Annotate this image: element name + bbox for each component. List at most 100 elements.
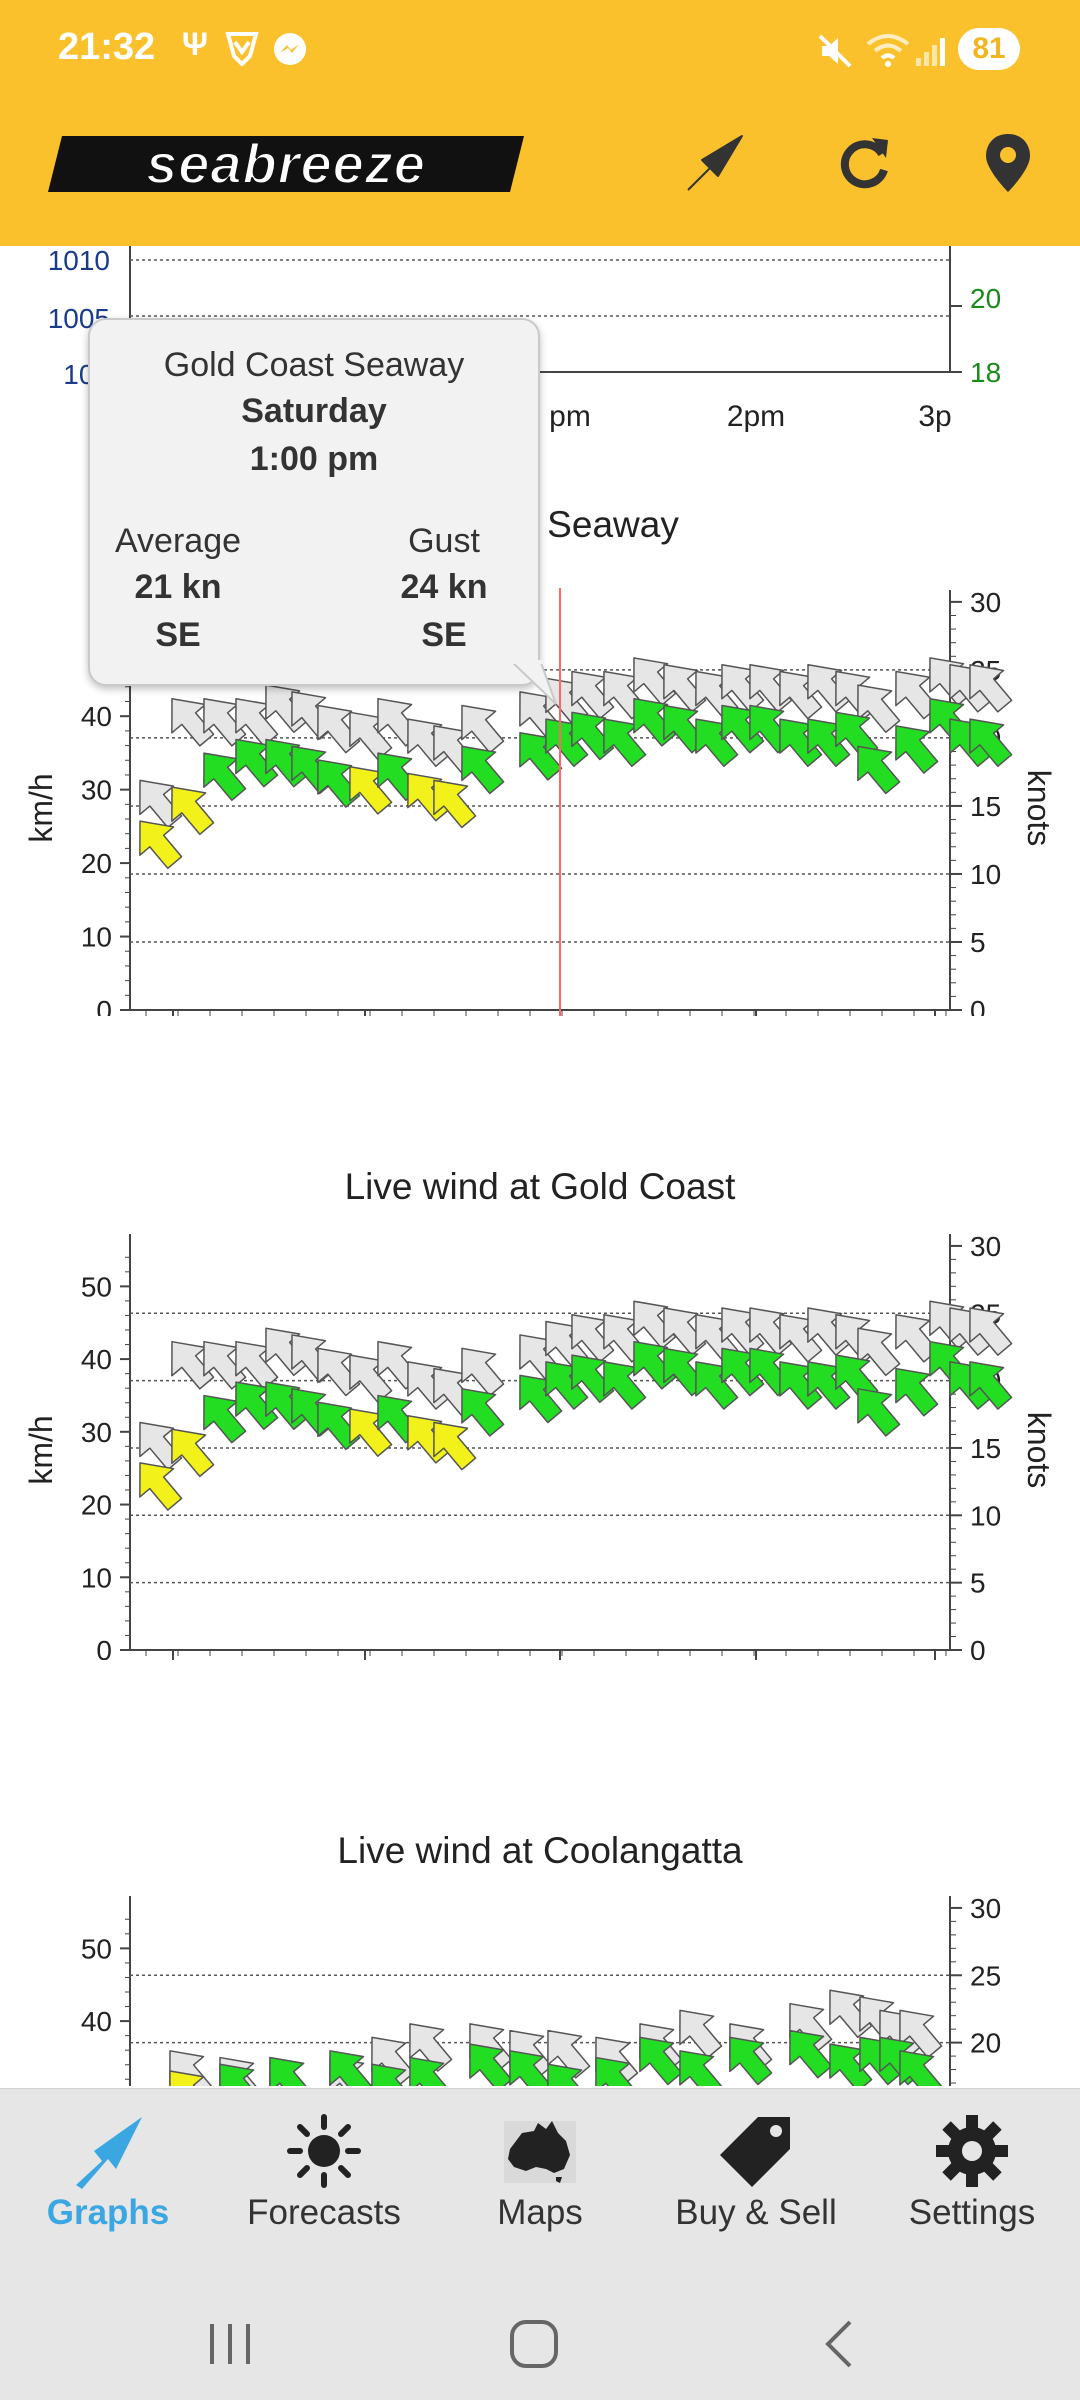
nav-settings[interactable]: Settings (864, 2089, 1080, 2289)
average-arrow (595, 2056, 639, 2086)
average-arrow (895, 725, 939, 774)
nav-buy-sell[interactable]: Buy & Sell (648, 2089, 864, 2289)
y-tick-label: 10 (81, 922, 112, 953)
wifi-icon (866, 34, 910, 67)
average-arrow (461, 745, 505, 795)
average-arrow (857, 1388, 901, 1437)
y-tick-label-right: 10 (970, 859, 1001, 890)
vpn-shield-icon (225, 32, 259, 66)
graphs-scroll-area[interactable]: 1010 1005 100 20 18 pm 2pm 3p ld Coast S… (0, 246, 1080, 2086)
average-arrow (171, 1428, 215, 1478)
location-pin-icon[interactable] (974, 128, 1042, 196)
seabreeze-logo: seabreeze (48, 132, 524, 196)
y-tick-label-right: 30 (970, 1231, 1001, 1262)
gust-arrow (679, 2009, 723, 2059)
y-tick-label: 40 (81, 701, 112, 732)
nav-label: Buy & Sell (675, 2193, 837, 2232)
y-tick-label-right: 5 (970, 927, 986, 958)
back-button[interactable] (810, 2314, 870, 2374)
average-arrow (729, 2036, 773, 2086)
y-tick-label-right: 10 (970, 1500, 1001, 1531)
y-axis-label-right: knots (1021, 1412, 1057, 1488)
average-arrow (895, 1367, 939, 1417)
temperature-tick: 20 (970, 283, 1001, 314)
tooltip-gust-label: Gust (408, 522, 480, 560)
home-button[interactable] (504, 2314, 564, 2374)
tooltip-average-direction: SE (155, 616, 201, 654)
average-arrow (509, 2050, 553, 2086)
y-tick-label: 0 (96, 995, 112, 1016)
average-arrow (639, 2036, 683, 2086)
average-arrow (329, 2050, 373, 2086)
average-arrow (371, 2063, 415, 2086)
mute-icon (818, 34, 852, 68)
y-tick-label-right: 15 (970, 791, 1001, 822)
y-tick-label-right: 15 (970, 1433, 1001, 1464)
y-tick-label: 50 (81, 1933, 112, 1964)
average-arrow (969, 718, 1013, 768)
y-tick-label-right: 30 (970, 1893, 1001, 1924)
y-tick-label: 10 (81, 1562, 112, 1593)
refresh-icon[interactable] (830, 128, 898, 196)
tooltip-time: 1:00 pm (249, 440, 379, 478)
y-tick-label-right: 5 (970, 1568, 986, 1599)
y-tick-label-right: 0 (970, 1635, 986, 1660)
gust-arrow (409, 2023, 453, 2072)
app-header: 21:32 Ψ 81 seabreeze (0, 0, 1080, 246)
tooltip-gust-value: 24 kn (400, 568, 488, 606)
compass-arrow-icon[interactable] (680, 128, 748, 196)
average-arrow (969, 1361, 1013, 1410)
tooltip-location: Gold Coast Seaway (163, 346, 465, 384)
pressure-tick: 1010 (48, 246, 110, 276)
tooltip-day: Saturday (241, 392, 387, 430)
average-arrow (461, 1388, 505, 1437)
y-tick-label: 40 (81, 2006, 112, 2037)
sun-icon (287, 2114, 361, 2188)
average-arrow (171, 786, 215, 836)
x-tick: pm (549, 400, 591, 433)
y-tick-label-right: 30 (970, 587, 1001, 618)
average-arrow (269, 2056, 313, 2086)
y-tick-label: 30 (81, 775, 112, 806)
nav-maps[interactable]: Maps (432, 2089, 648, 2289)
average-arrow (547, 2063, 591, 2086)
status-time: 21:32 (58, 26, 156, 68)
y-tick-label-right: 25 (970, 1960, 1001, 1991)
tooltip-gust-direction: SE (421, 616, 467, 654)
y-axis-label-right: knots (1021, 770, 1057, 846)
tooltip-average-value: 21 kn (134, 568, 222, 606)
wind-chart-coolangatta[interactable]: 40 50 20 25 30 (0, 1882, 1080, 2086)
nav-graphs[interactable]: Graphs (0, 2089, 216, 2289)
temperature-tick: 18 (970, 357, 1001, 388)
gust-arrow (461, 704, 505, 754)
nav-label: Forecasts (247, 2193, 401, 2232)
y-tick-label: 30 (81, 1417, 112, 1448)
average-arrow (899, 2050, 943, 2086)
x-tick: 2pm (727, 400, 785, 433)
wind-tooltip: Gold Coast Seaway Saturday 1:00 pm Avera… (88, 318, 557, 705)
messenger-icon (274, 33, 306, 65)
y-tick-label-right: 0 (970, 995, 986, 1016)
wind-chart-gold-coast[interactable]: 0102030405005101520253011am12pm1pm2pm3pk… (0, 1220, 1080, 1660)
nav-label: Maps (497, 2193, 583, 2232)
system-nav-bar (0, 2288, 1080, 2400)
y-tick-label-right: 20 (970, 2028, 1001, 2059)
gust-arrow (969, 663, 1013, 713)
signal-icon (916, 38, 945, 66)
chart-title-gold-coast: Live wind at Gold Coast (344, 1166, 736, 1207)
x-tick: 3p (918, 400, 951, 433)
recent-apps-button[interactable] (200, 2314, 260, 2374)
y-axis-label: km/h (23, 773, 59, 842)
average-arrow (789, 2029, 833, 2079)
y-tick-label: 40 (81, 1344, 112, 1375)
average-arrow (409, 2056, 453, 2086)
average-arrow (433, 1421, 477, 1471)
average-arrow (469, 2043, 513, 2086)
y-tick-label: 20 (81, 1490, 112, 1521)
y-axis-label: km/h (23, 1415, 59, 1484)
y-tick-label: 50 (81, 1271, 112, 1302)
bottom-nav: Graphs Forecasts Maps Buy & Sell (0, 2088, 1080, 2289)
tooltip-pointer (510, 660, 557, 705)
average-arrow (139, 1462, 183, 1511)
nav-forecasts[interactable]: Forecasts (216, 2089, 432, 2289)
